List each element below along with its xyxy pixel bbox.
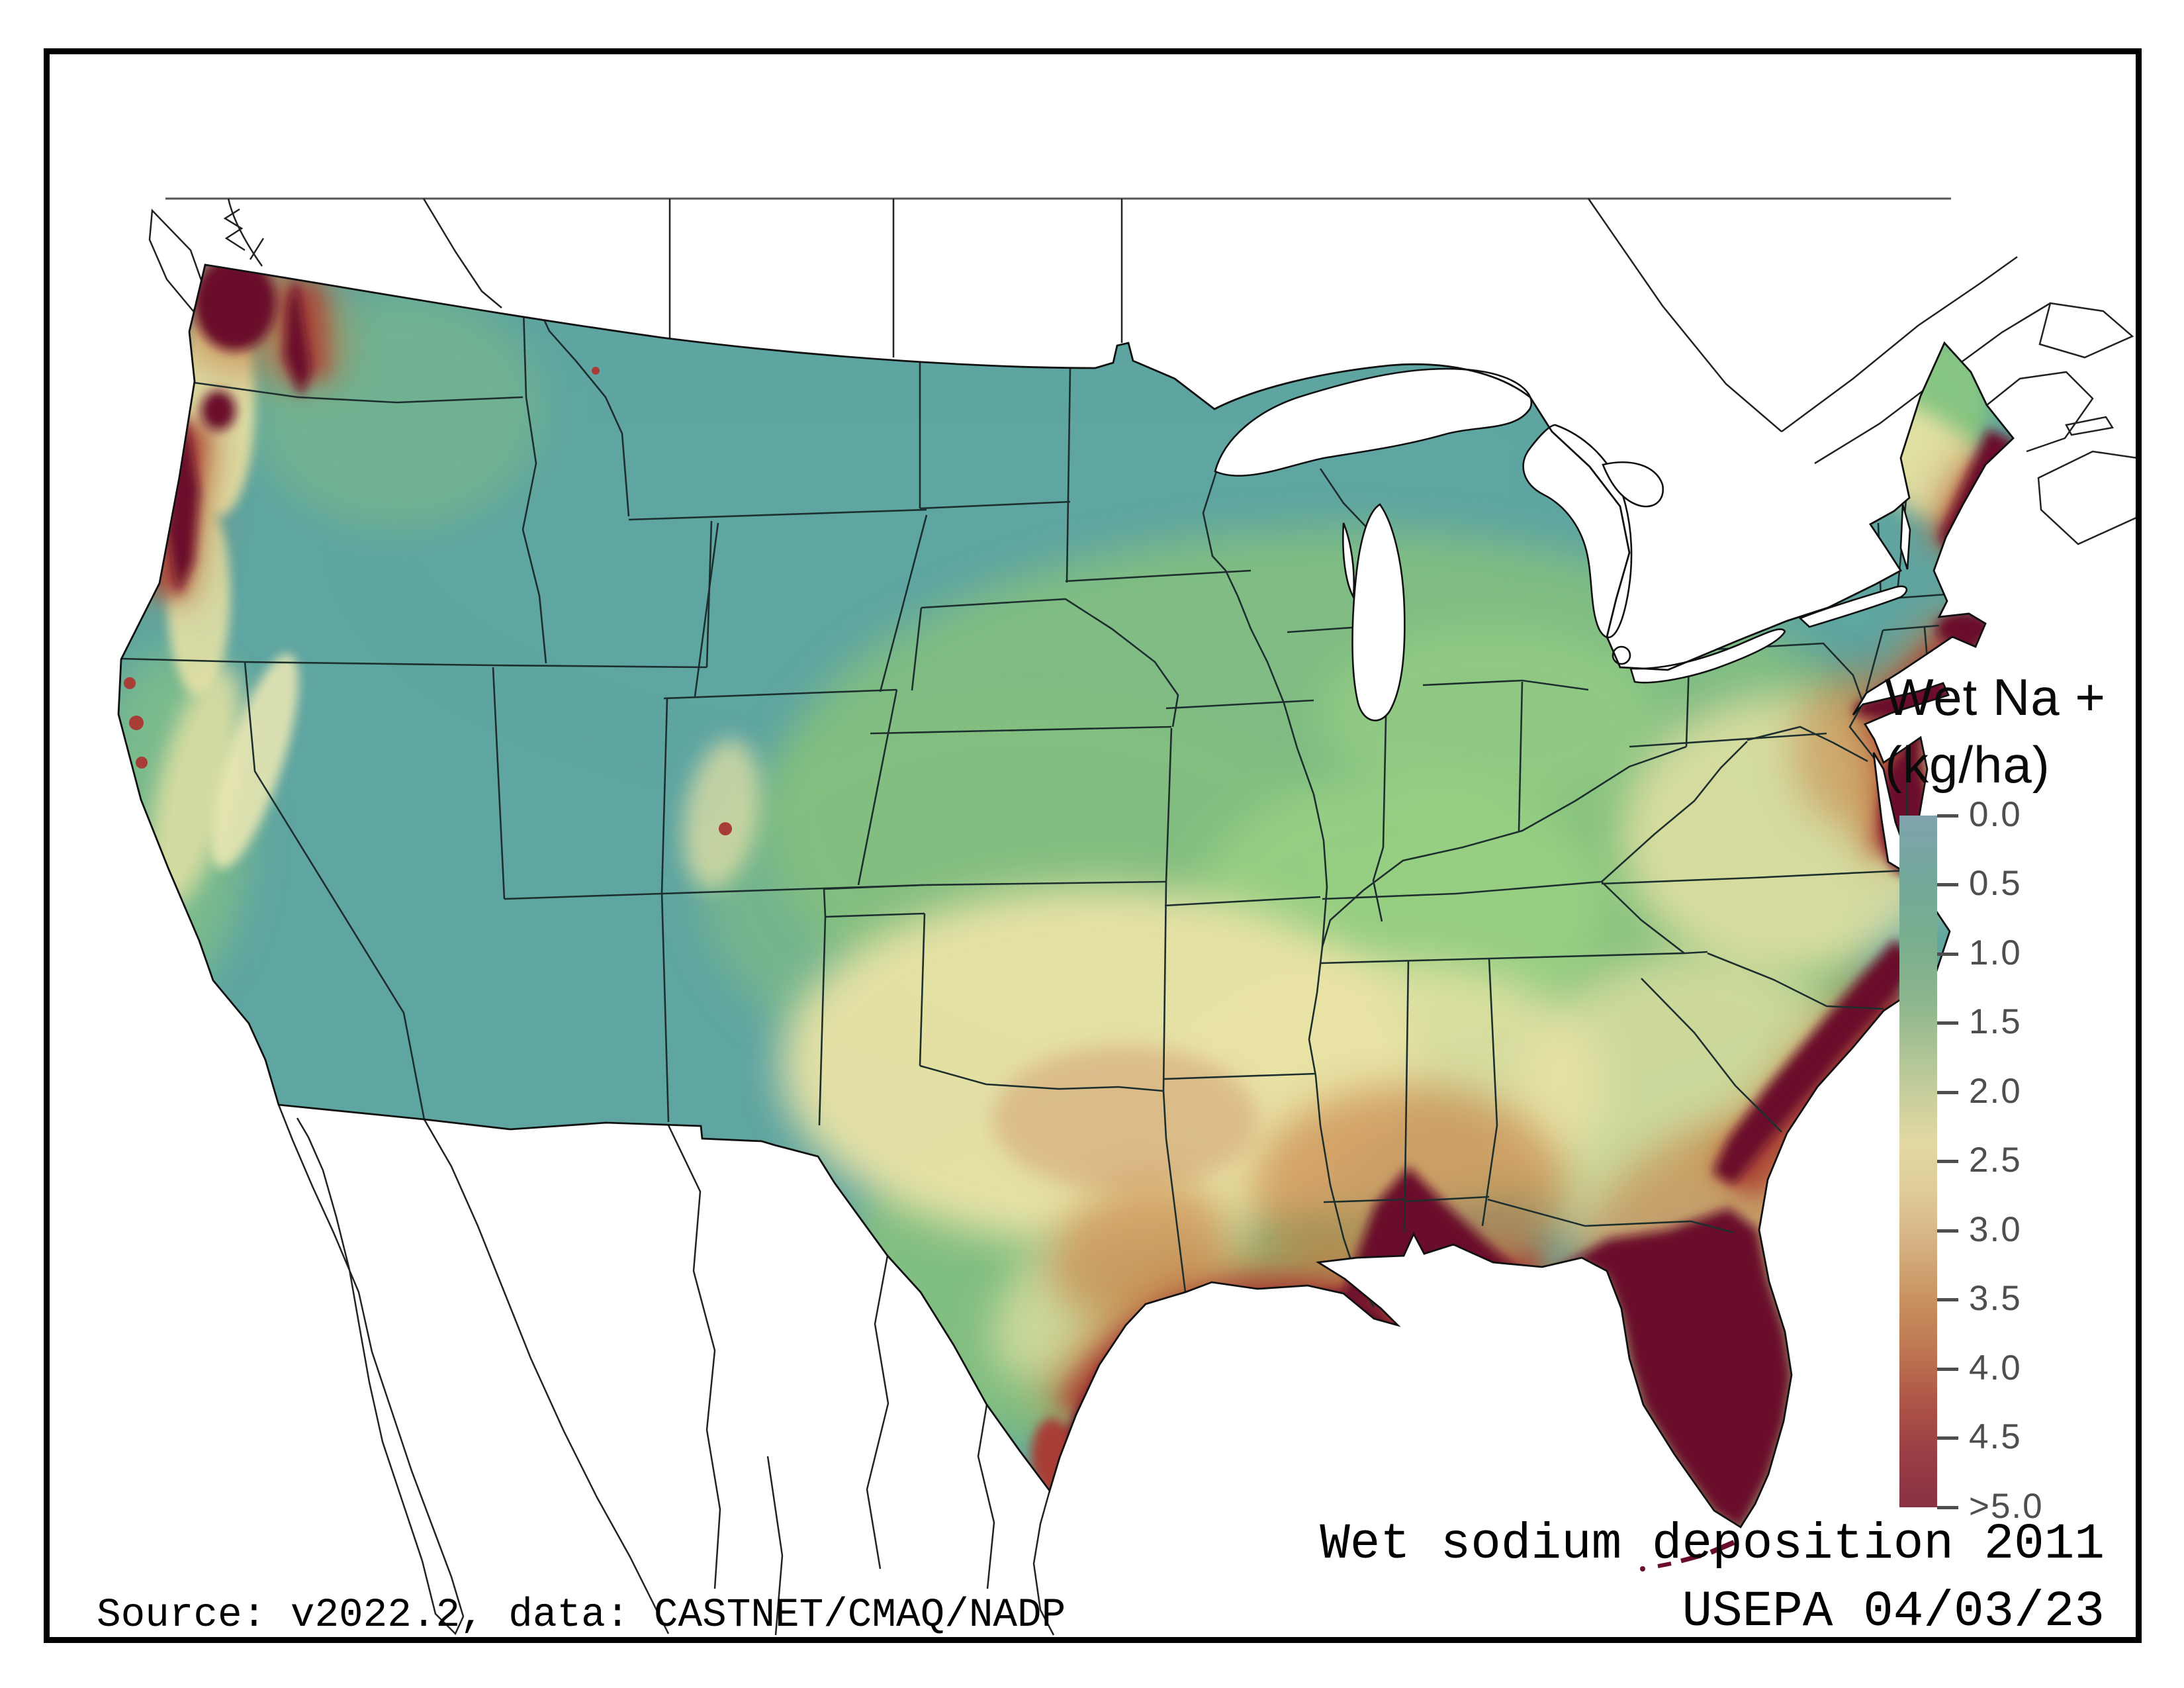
canada-mexico-boundaries bbox=[148, 197, 2139, 1636]
tick-mark bbox=[1937, 1160, 1958, 1163]
florida-keys bbox=[1640, 1540, 1735, 1571]
source-label: Source: v2022.2, data: CASTNET/CMAQ/NADP bbox=[97, 1593, 1066, 1638]
tick-mark bbox=[1937, 952, 1958, 956]
legend-title-line2: (kg/ha) bbox=[1885, 735, 2050, 794]
figure-frame bbox=[44, 48, 2142, 1643]
deposition-field bbox=[118, 265, 2013, 1527]
legend-colorbar bbox=[1899, 816, 1937, 1507]
tick-mark bbox=[1937, 1298, 1958, 1301]
legend-title: Wet Na + (kg/ha) bbox=[1885, 663, 2106, 798]
state-boundaries bbox=[120, 287, 1946, 1308]
map-bottom-title: Wet sodium deposition 2011 bbox=[1320, 1516, 2105, 1573]
tick-mark bbox=[1937, 1090, 1958, 1094]
tick-mark bbox=[1937, 1229, 1958, 1233]
agency-date-label: USEPA 04/03/23 bbox=[1682, 1583, 2105, 1640]
legend-tick-list: 0.0 0.5 1.0 1.5 2.0 2.5 3.0 3.5 4.0 4.5 … bbox=[1937, 795, 2136, 1526]
tick-mark bbox=[1937, 1021, 1958, 1025]
tick-mark bbox=[1937, 1505, 1958, 1509]
tick-mark bbox=[1937, 1367, 1958, 1371]
tick-mark bbox=[1937, 1436, 1958, 1440]
tick-mark bbox=[1937, 814, 1958, 818]
tick-mark bbox=[1937, 883, 1958, 886]
legend-title-line1: Wet Na + bbox=[1885, 668, 2106, 726]
